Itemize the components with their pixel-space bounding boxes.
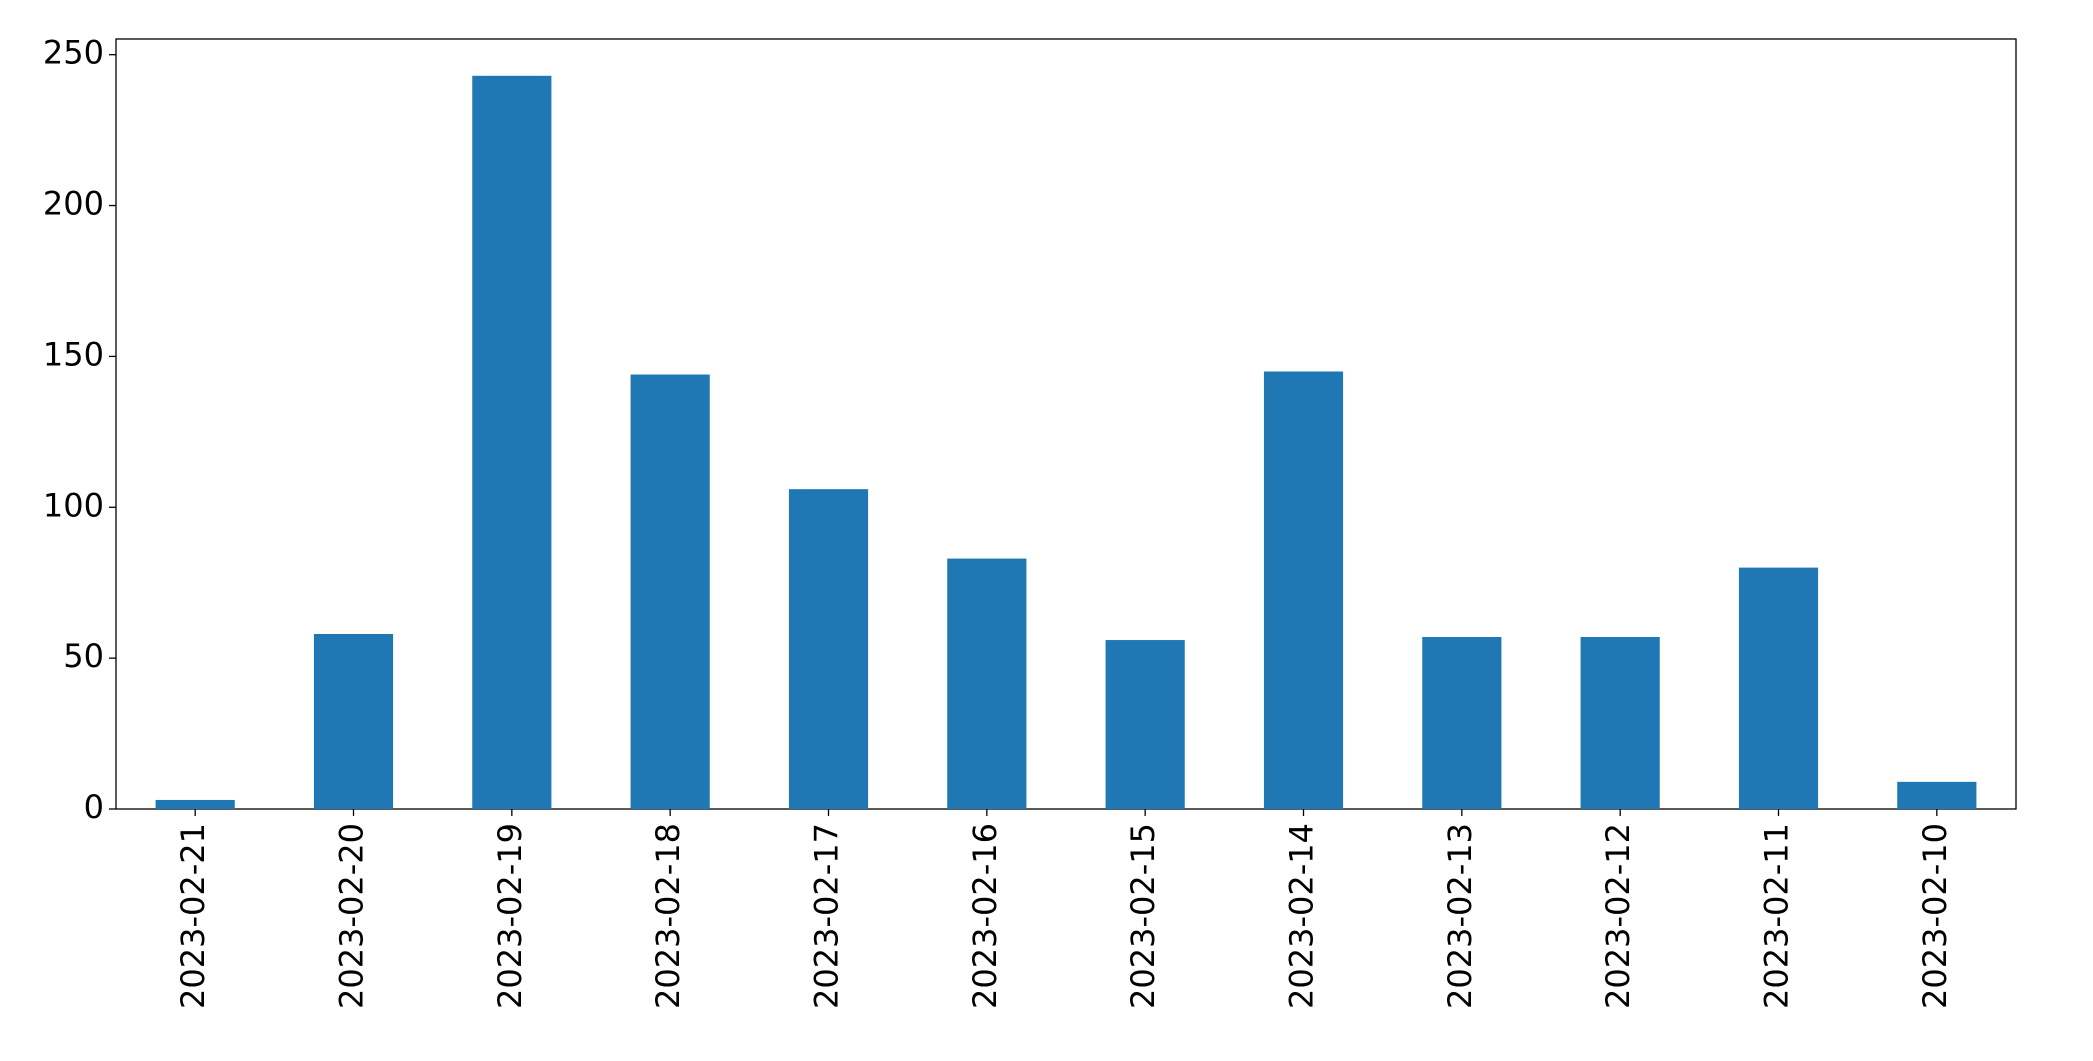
- y-tick-label: 0: [84, 788, 104, 826]
- bar: [1580, 637, 1660, 809]
- x-tick-label: 2023-02-10: [1916, 823, 1954, 1009]
- bar: [155, 799, 235, 809]
- bar: [1263, 371, 1344, 809]
- bar: [947, 558, 1027, 809]
- y-tick-label: 50: [63, 637, 104, 675]
- y-tick-label: 100: [43, 486, 104, 524]
- x-tick-label: 2023-02-11: [1758, 823, 1796, 1009]
- y-tick-label: 250: [43, 34, 104, 72]
- y-tick-label: 150: [43, 335, 104, 373]
- x-tick-label: 2023-02-18: [649, 823, 687, 1009]
- x-tick-label: 2023-02-13: [1441, 823, 1479, 1009]
- x-tick-label: 2023-02-21: [174, 823, 212, 1009]
- x-tick-label: 2023-02-15: [1124, 823, 1162, 1009]
- x-tick-label: 2023-02-12: [1599, 823, 1637, 1009]
- axes-frame: [115, 38, 2017, 810]
- x-tick-label: 2023-02-17: [808, 823, 846, 1009]
- y-tick-label: 200: [43, 185, 104, 223]
- x-tick-label: 2023-02-16: [966, 823, 1004, 1009]
- bar: [1897, 781, 1977, 809]
- bar: [313, 634, 394, 809]
- x-tick-label: 2023-02-19: [491, 823, 529, 1009]
- x-tick-label: 2023-02-20: [333, 823, 371, 1009]
- bar: [788, 489, 869, 809]
- bar: [1422, 637, 1502, 809]
- bar: [1738, 567, 1819, 809]
- bar: [1105, 640, 1185, 809]
- bar: [630, 374, 710, 809]
- x-tick-label: 2023-02-14: [1283, 823, 1321, 1009]
- bar: [472, 75, 552, 809]
